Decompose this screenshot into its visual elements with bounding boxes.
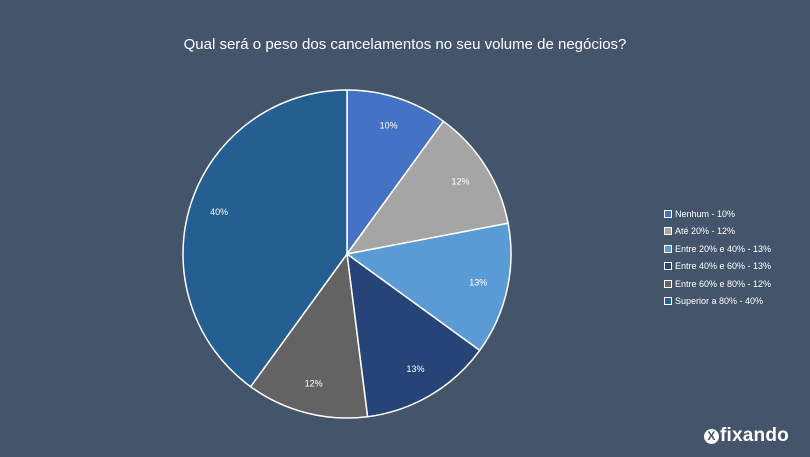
logo-x-icon: X xyxy=(704,428,719,444)
fixando-logo: X fixando xyxy=(704,425,789,447)
legend-label: Entre 20% e 40% - 13% xyxy=(675,243,772,254)
pie-slice-5 xyxy=(182,89,348,388)
legend-label: Entre 60% e 80% - 12% xyxy=(675,278,772,289)
legend-label: Até 20% - 12% xyxy=(675,226,736,237)
slice-data-label-4: 12% xyxy=(305,379,323,389)
logo-text: fixando xyxy=(720,425,789,446)
legend-item-4: Entre 60% e 80% - 12% xyxy=(664,275,771,293)
legend-item-0: Nenhum - 10% xyxy=(664,205,771,223)
slice-data-label-1: 12% xyxy=(451,176,469,186)
legend-item-2: Entre 20% e 40% - 13% xyxy=(664,240,771,258)
pie-slice-0 xyxy=(346,89,445,257)
legend-swatch xyxy=(664,262,672,271)
chart-title: Qual será o peso dos cancelamentos no se… xyxy=(183,36,627,53)
pie-slice-3 xyxy=(346,252,481,418)
slice-data-label-3: 13% xyxy=(406,364,424,374)
legend-swatch xyxy=(664,244,672,253)
slice-data-label-0: 10% xyxy=(380,120,398,130)
chart-legend: Nenhum - 10% Até 20% - 12% Entre 20% e 40%… xyxy=(664,205,771,310)
slice-data-label-2: 13% xyxy=(469,278,487,288)
legend-swatch xyxy=(664,227,672,236)
slice-data-label-5: 40% xyxy=(210,207,228,217)
pie-slice-2 xyxy=(345,222,512,352)
legend-item-5: Superior a 80% - 40% xyxy=(664,293,771,311)
legend-swatch xyxy=(664,297,672,306)
legend-label: Superior a 80% - 40% xyxy=(675,296,764,307)
legend-label: Entre 40% e 60% - 13% xyxy=(675,261,772,272)
pie-slice-1 xyxy=(345,120,509,256)
legend-item-1: Até 20% - 12% xyxy=(664,223,771,241)
legend-label: Nenhum - 10% xyxy=(675,208,736,219)
legend-item-3: Entre 40% e 60% - 13% xyxy=(664,258,771,276)
legend-swatch xyxy=(664,209,672,218)
legend-swatch xyxy=(664,279,672,288)
pie-slice-4 xyxy=(249,252,369,419)
